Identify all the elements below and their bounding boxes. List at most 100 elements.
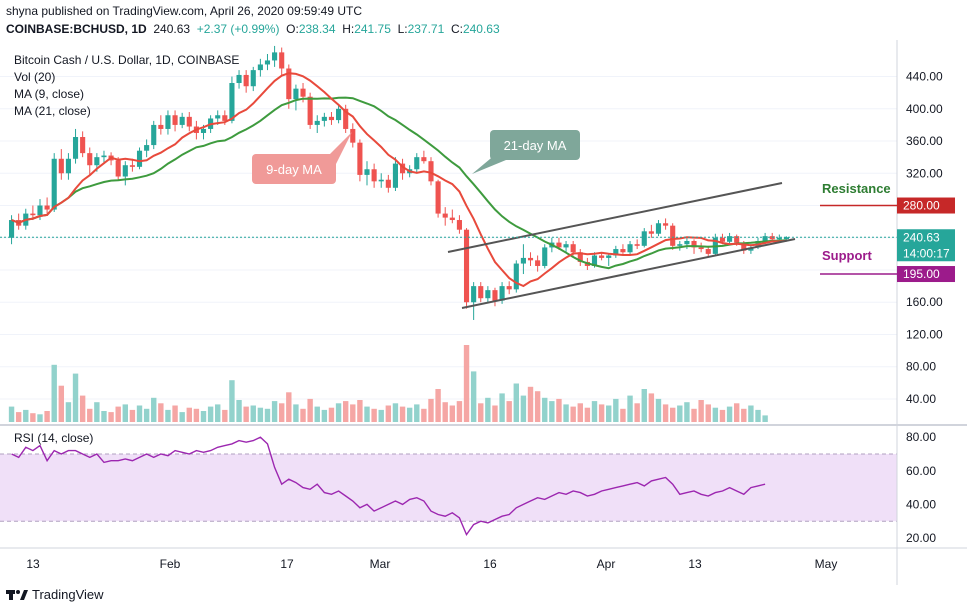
candle-body [151, 124, 157, 146]
volume-bar [328, 407, 335, 422]
support-price-badge: 195.00 [897, 266, 955, 283]
high-label: H: [342, 22, 355, 36]
time-axis[interactable]: 13 Feb 17 Mar 16 Apr 13 May [26, 557, 837, 571]
volume-bar [8, 406, 15, 422]
candle-body [129, 165, 135, 167]
close-label: C: [450, 22, 463, 36]
candle-body [165, 115, 171, 129]
volume-bar [463, 345, 470, 422]
volume-bar [655, 398, 662, 422]
candle-body [648, 231, 654, 234]
candle-body [705, 249, 711, 254]
volume-bar [648, 393, 655, 422]
open-label: O: [286, 22, 299, 36]
candle-body [279, 52, 285, 69]
candle-body [364, 169, 370, 175]
volume-bar [115, 406, 121, 422]
candle-body [350, 128, 356, 143]
support-label: Support [822, 248, 872, 263]
volume-bar [58, 385, 65, 422]
volume-bar [72, 373, 79, 422]
candle-body [613, 249, 619, 256]
ma9-callout: 9-day MA [252, 132, 352, 184]
high-value: 241.75 [354, 22, 391, 36]
volume-bar [485, 397, 491, 422]
volume-bar [492, 405, 498, 422]
candle-body [215, 115, 221, 119]
rsi-path [11, 436, 766, 537]
time-tick-label: 17 [280, 557, 294, 571]
volume-bar [755, 409, 761, 422]
volume-bar [691, 408, 697, 422]
rsi-tick-label: 20.00 [906, 531, 936, 545]
time-tick-label: 13 [26, 557, 40, 571]
candle-body [485, 290, 491, 299]
legend-volume: Vol (20) [14, 70, 55, 84]
price-tick-label: 80.00 [906, 360, 936, 374]
candle-body [684, 240, 690, 245]
candle-body [719, 237, 726, 242]
candle-body [30, 213, 36, 216]
channel-upper-line [447, 182, 783, 253]
volume-bar [364, 406, 370, 422]
candle-body [314, 120, 320, 125]
rsi-axis[interactable]: 80.00 60.00 40.00 20.00 [906, 430, 936, 545]
candle-body [556, 242, 562, 248]
candle-body [371, 169, 377, 182]
candle-body [641, 231, 647, 246]
price-axis[interactable]: 440.00 400.00 360.00 320.00 160.00 120.00 80.0… [906, 70, 943, 406]
volume-bar [549, 401, 555, 422]
tradingview-footer[interactable]: TradingView [6, 587, 104, 602]
candle-body [591, 255, 598, 266]
last-price-text: 240.63 [903, 230, 940, 244]
candle-body [663, 223, 669, 226]
volume-bars [8, 345, 768, 422]
price-chart[interactable]: 440.00 400.00 360.00 320.00 160.00 120.00 80.0… [0, 40, 967, 585]
last-price: 240.63 [153, 22, 191, 36]
ma21-line [11, 96, 787, 270]
volume-bar [307, 398, 313, 422]
volume-bar [215, 404, 221, 422]
volume-bar [179, 412, 185, 422]
candle-body [463, 229, 470, 303]
volume-bar [371, 408, 377, 422]
candle-body [698, 247, 704, 250]
low-label: L: [397, 22, 408, 36]
candle-body [94, 157, 100, 166]
volume-bar [321, 409, 328, 422]
price-tick-label: 40.00 [906, 392, 936, 406]
ma9-callout-text: 9-day MA [266, 162, 322, 177]
price-tick-label: 120.00 [906, 327, 943, 341]
volume-bar [563, 404, 569, 422]
time-tick-label: Mar [370, 557, 391, 571]
volume-bar [520, 395, 527, 422]
volume-bar [158, 403, 164, 422]
time-tick-label: Feb [160, 557, 181, 571]
volume-bar [286, 392, 292, 422]
legend-title: Bitcoin Cash / U.S. Dollar, 1D, COINBASE [14, 53, 239, 67]
legend-ma9: MA (9, close) [14, 87, 84, 101]
volume-bar [122, 404, 129, 422]
volume-bar [584, 407, 591, 422]
close-value: 240.63 [462, 22, 500, 36]
candle-body [527, 257, 534, 261]
candle-body [236, 74, 242, 84]
candle-body [101, 155, 107, 158]
volume-bar [15, 412, 22, 422]
candle-body [506, 286, 512, 290]
volume-bar [399, 406, 406, 422]
legend-ma21: MA (21, close) [14, 104, 91, 118]
volume-bar [705, 404, 711, 422]
volume-bar [193, 408, 200, 422]
candle-body [158, 124, 164, 129]
volume-bar [151, 397, 157, 422]
support-price-text: 195.00 [903, 267, 940, 281]
grid [0, 76, 897, 400]
rsi-band [0, 453, 897, 522]
candle-body [385, 179, 391, 188]
candle-body [336, 108, 342, 121]
candle-body [243, 74, 249, 87]
candle-body [492, 290, 498, 301]
price-change: +2.37 (+0.99%) [196, 22, 280, 36]
tradingview-logo-icon [6, 589, 28, 600]
